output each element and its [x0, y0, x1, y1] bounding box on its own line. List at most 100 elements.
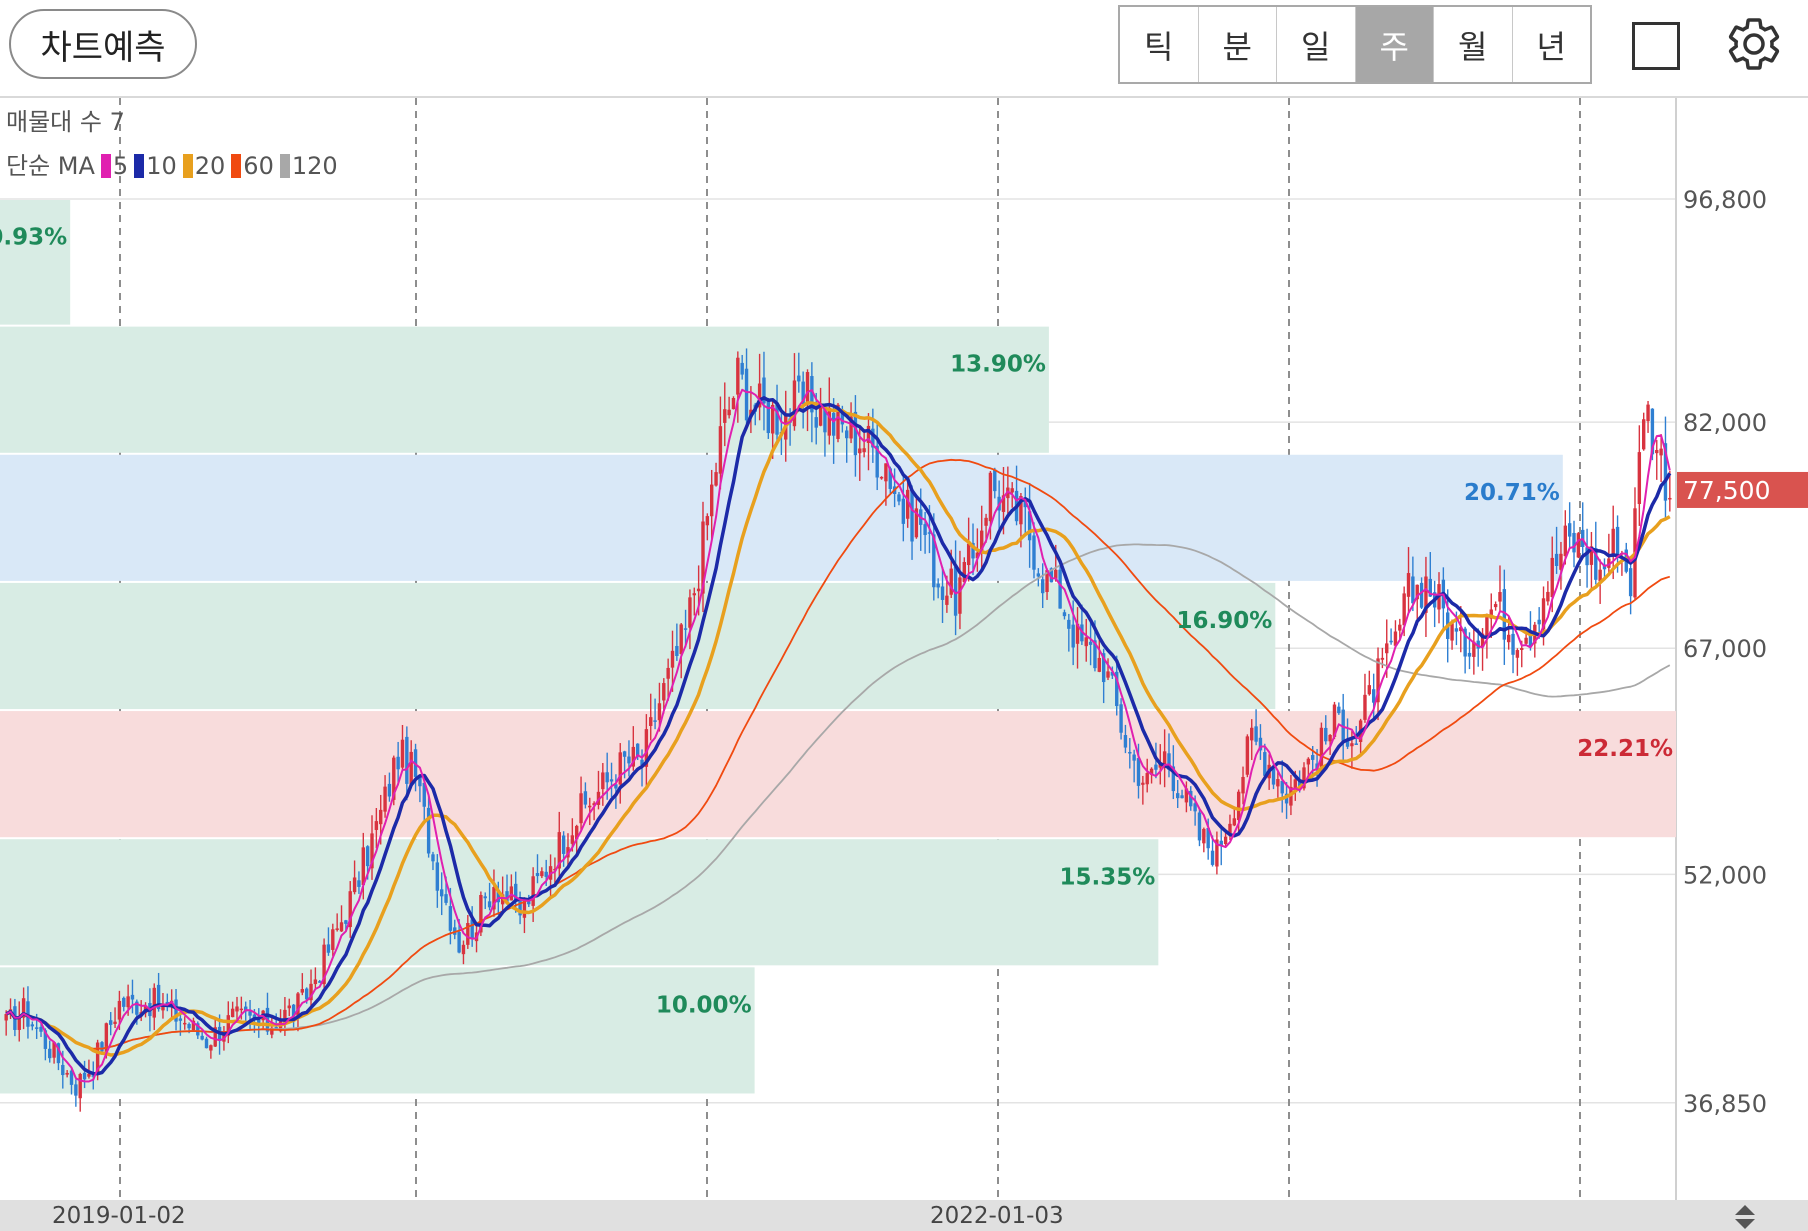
square-icon[interactable] [1632, 22, 1680, 70]
candle [1411, 556, 1415, 612]
candle [718, 396, 723, 490]
candle [383, 775, 387, 818]
candle [287, 998, 291, 1017]
candle [1668, 470, 1672, 512]
candle [426, 795, 431, 858]
candle [461, 940, 466, 965]
candle [1559, 541, 1563, 590]
candle [1393, 620, 1398, 649]
candle [1097, 639, 1102, 673]
candle [914, 495, 919, 539]
candle [579, 776, 583, 831]
scroll-arrows-icon[interactable] [1732, 1203, 1758, 1231]
candle [1641, 412, 1646, 451]
ma-legend-item: 20 [177, 144, 226, 188]
candle [1450, 619, 1454, 650]
candle [1058, 566, 1062, 609]
timeframe-selector: 틱 분 일 주 월 년 [1118, 5, 1592, 84]
timeframe-week-button[interactable]: 주 [1355, 7, 1434, 82]
candle [535, 854, 540, 884]
candle [1189, 786, 1193, 811]
y-tick-label: 36,850 [1683, 1090, 1767, 1118]
candle [318, 979, 322, 983]
candle [1341, 693, 1345, 763]
volume-profile-pct: 13.90% [950, 352, 1046, 378]
candle [74, 1079, 78, 1107]
candle [1345, 718, 1350, 750]
candle [1128, 737, 1132, 769]
candle [953, 540, 958, 636]
ma-legend-item: 5 [95, 144, 128, 188]
candle [1040, 563, 1045, 609]
candle [762, 351, 766, 431]
candle [897, 492, 901, 506]
candle [65, 1070, 69, 1078]
candle [487, 882, 492, 911]
candle [1585, 528, 1589, 588]
timeframe-day-button[interactable]: 일 [1277, 7, 1356, 82]
candle [962, 557, 966, 584]
candle [1659, 434, 1663, 483]
price-chart[interactable]: 96,800 82,000 67,000 52,000 36,850 0.93% 13.90… [0, 98, 1808, 1200]
candle [439, 872, 444, 916]
chart-legend: 매물대 수 7 단순 MA 5 10 20 60 120 [6, 100, 338, 188]
candle [805, 369, 810, 432]
ma-period-label: 20 [194, 152, 226, 180]
candle [1324, 715, 1328, 745]
volume-profile-pct: 10.00% [656, 992, 752, 1018]
timeframe-year-button[interactable]: 년 [1536, 27, 1566, 66]
candle [1280, 760, 1284, 813]
candle [69, 1067, 74, 1095]
candle [30, 1021, 35, 1031]
timeframe-month-button[interactable]: 월 [1434, 7, 1513, 82]
candle [78, 1072, 82, 1112]
ma-swatch [182, 154, 193, 178]
candle [1572, 520, 1576, 568]
candle [862, 430, 866, 458]
candle [1628, 559, 1633, 615]
gear-icon[interactable] [1724, 14, 1784, 74]
candle [1655, 439, 1659, 480]
volume-profile-band [0, 839, 1159, 966]
candle [196, 1021, 200, 1039]
candle [1119, 698, 1123, 740]
candle [1472, 629, 1476, 675]
candle [683, 609, 688, 648]
candle [966, 517, 971, 582]
timeframe-tick-button[interactable]: 틱 [1120, 7, 1199, 82]
candle [875, 424, 879, 491]
candle [1084, 618, 1088, 662]
chart-predict-button[interactable]: 차트예측 [9, 9, 197, 79]
candle [1424, 556, 1428, 637]
candle [17, 1001, 21, 1042]
candle [736, 351, 740, 423]
candle [1245, 734, 1250, 778]
candle [609, 762, 614, 798]
candle [823, 404, 827, 457]
candle [108, 1012, 113, 1036]
chart-labels: 96,800 82,000 67,000 52,000 36,850 0.93% 13.90… [0, 186, 1808, 1118]
candle [183, 1016, 187, 1030]
volume-profile-pct: 15.35% [1060, 864, 1156, 890]
ma-line-60 [5, 458, 1671, 1050]
candle [675, 623, 679, 661]
candle [905, 477, 910, 528]
candle [731, 396, 736, 410]
timeframe-minute-button[interactable]: 분 [1199, 7, 1277, 82]
candle [1123, 724, 1128, 754]
candle [1162, 729, 1167, 788]
candle [1376, 647, 1380, 721]
candle [52, 1041, 56, 1064]
candle [296, 992, 300, 1032]
candle [653, 698, 657, 730]
x-axis-bar [0, 1200, 1808, 1231]
candle [723, 382, 727, 447]
candle [470, 906, 474, 947]
candle [1027, 482, 1032, 568]
ma-swatch [231, 154, 242, 178]
volume-profile-band [0, 200, 71, 325]
ma-legend-item: 10 [128, 144, 177, 188]
candle [910, 485, 914, 560]
candle [230, 1001, 235, 1018]
candle [1637, 425, 1642, 526]
